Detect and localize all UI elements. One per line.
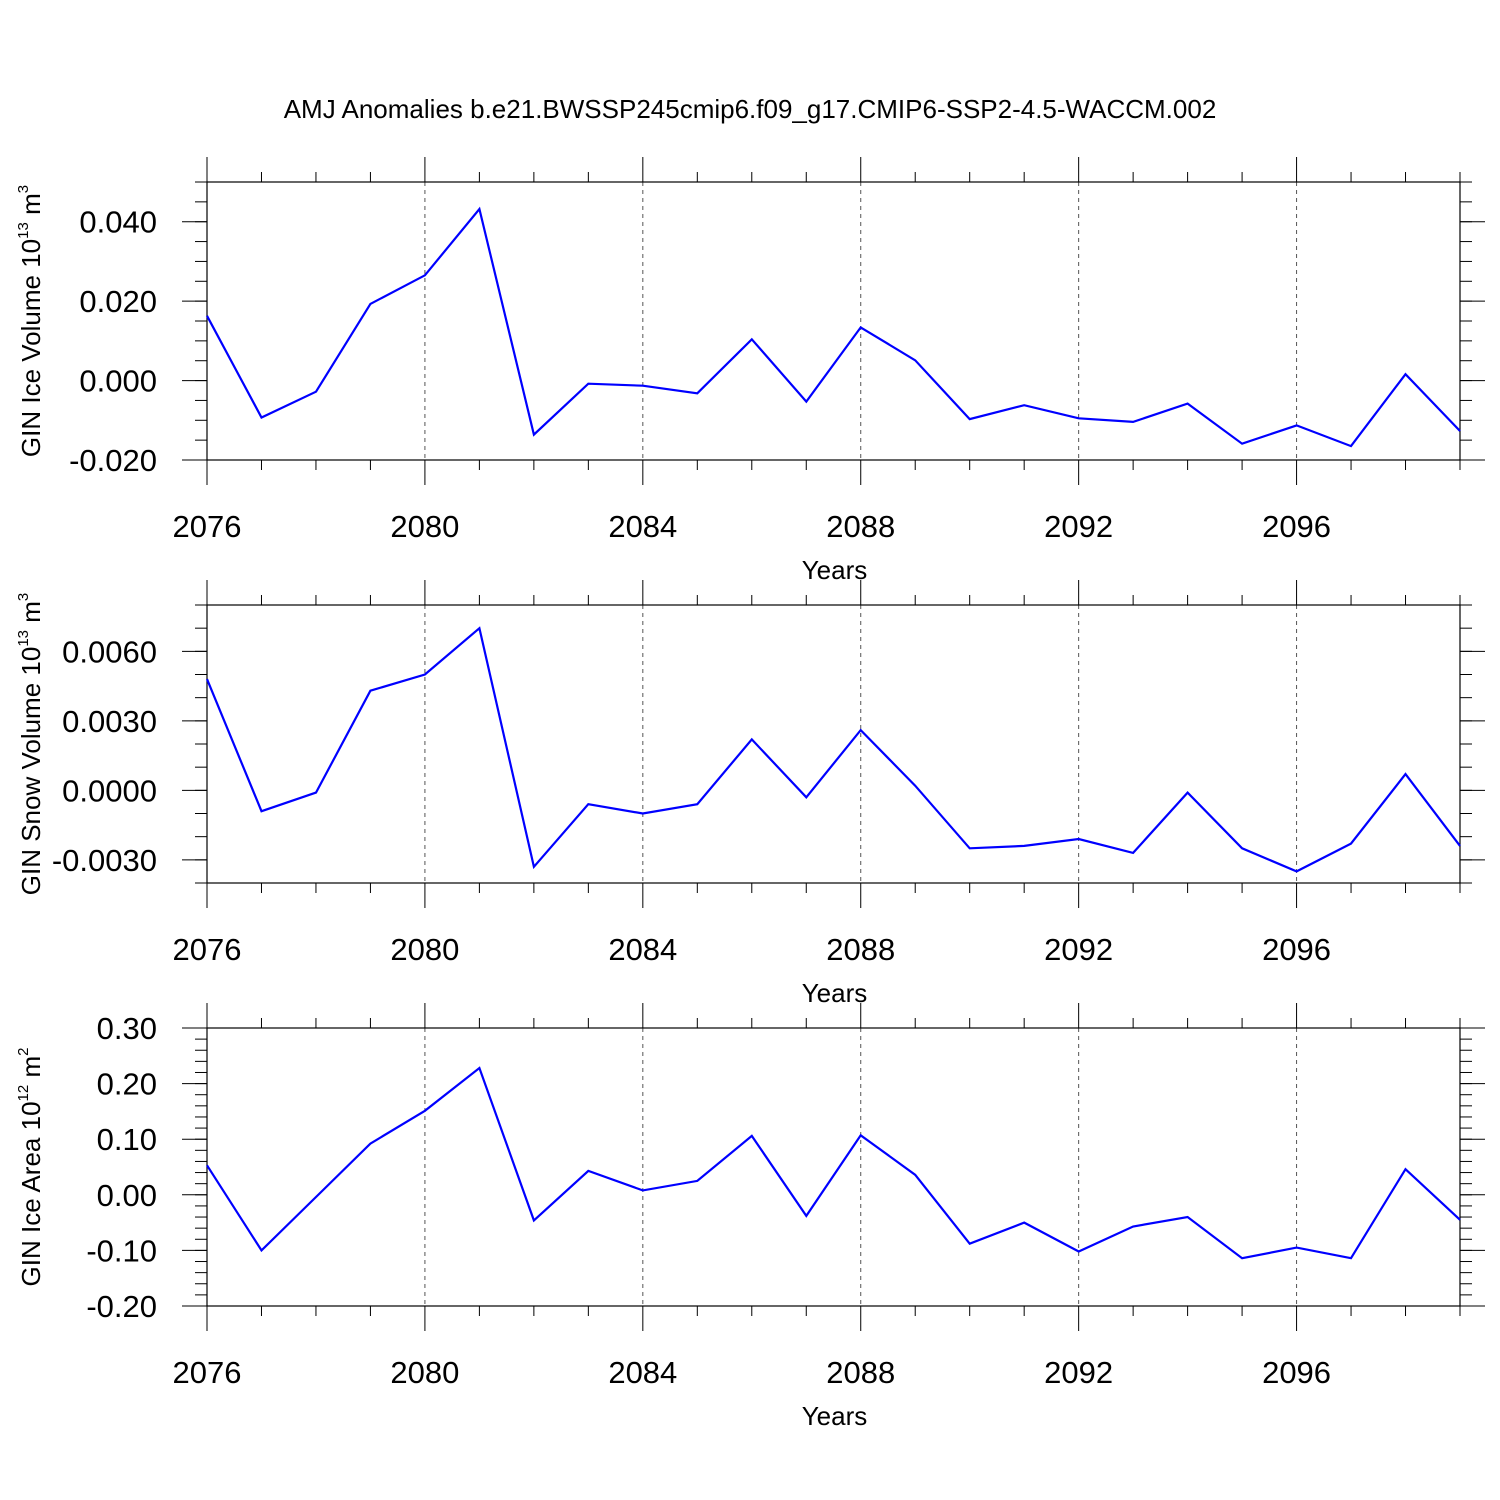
y-axis-label-exponent: 12 [15,1085,32,1102]
y-tick-label: 0.020 [79,284,157,319]
y-tick-label: 0.0060 [62,634,157,669]
x-tick-label: 2084 [608,1355,677,1390]
x-tick-label: 2092 [1044,1355,1113,1390]
x-axis-label: Years [802,1401,868,1431]
x-tick-label: 2084 [608,932,677,967]
y-axis-label-unit: m [16,601,46,630]
x-axis-label: Years [802,978,868,1008]
series-line [206,1066,1461,1260]
y-tick-label: 0.30 [97,1011,157,1046]
y-tick-label: -0.0030 [52,843,157,878]
panel-2: 2076 2080 2084 2088 2092 2096 Years -0.0030 0.00… [15,580,1485,1008]
x-tick-label: 2096 [1262,509,1331,544]
x-tick-label: 2092 [1044,932,1113,967]
y-axis-label-text: GIN Ice Volume 10 [16,239,46,457]
panels: 2076 2080 2084 2088 2092 2096Years-0.0200.000… [15,157,1485,1431]
y-axis-label-text: GIN Ice Area 10 [16,1101,46,1286]
y-tick-label: 0.20 [97,1067,157,1102]
y-axis-label-unit-exponent: 3 [15,593,32,601]
x-axis-label: Years [802,555,868,585]
x-tick-label: 2080 [390,932,459,967]
y-tick-label: 0.00 [97,1178,157,1213]
y-tick-label: 0.000 [79,364,157,399]
y-tick-label: -0.10 [86,1233,157,1268]
y-tick-label: -0.20 [86,1289,157,1324]
y-tick-label: 0.0000 [62,773,157,808]
x-tick-label: 2088 [826,1355,895,1390]
x-tick-label: 2080 [390,1355,459,1390]
y-axis-label-exponent: 13 [15,222,32,239]
x-tick-label: 2076 [173,509,242,544]
x-tick-label: 2076 [173,932,242,967]
figure-title: AMJ Anomalies b.e21.BWSSP245cmip6.f09_g1… [284,94,1217,124]
panel-3: 2076 2080 2084 2088 2092 2096 Years -0.20 -0.10 0… [15,1003,1485,1431]
y-axis-label-text: GIN Snow Volume 10 [16,647,46,896]
y-tick-label: 0.10 [97,1122,157,1157]
y-axis-label: GIN Ice Area 1012 m2 [15,1048,46,1287]
y-axis-label: GIN Snow Volume 1013 m3 [15,593,46,896]
x-tick-label: 2084 [608,509,677,544]
x-tick-label: 2088 [826,932,895,967]
x-tick-label: 2080 [390,509,459,544]
y-tick-label: -0.020 [69,443,157,478]
y-axis-label-unit: m [16,193,46,222]
y-axis-label: GIN Ice Volume 1013 m3 [15,185,46,457]
y-axis-label-exponent: 13 [15,630,32,647]
series-line [205,626,1461,873]
y-axis-label-unit-exponent: 2 [15,1048,32,1056]
series-line [206,206,1461,448]
panel-1: 2076 2080 2084 2088 2092 2096 Years -0.020 0.000… [15,157,1485,585]
y-tick-label: 0.0030 [62,704,157,739]
x-tick-label: 2096 [1262,932,1331,967]
y-tick-label: 0.040 [79,205,157,240]
y-axis-label-unit: m [16,1056,46,1085]
x-tick-label: 2076 [173,1355,242,1390]
x-tick-label: 2096 [1262,1355,1331,1390]
x-tick-label: 2088 [826,509,895,544]
y-axis-label-unit-exponent: 3 [15,185,32,193]
x-tick-label: 2092 [1044,509,1113,544]
